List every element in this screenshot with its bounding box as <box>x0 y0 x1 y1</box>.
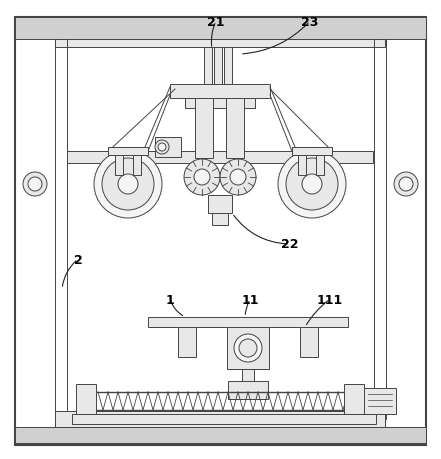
Bar <box>204 48 212 88</box>
Bar <box>148 317 348 327</box>
Bar <box>155 138 181 157</box>
Bar <box>242 369 254 389</box>
Circle shape <box>399 178 413 191</box>
Bar <box>178 327 196 357</box>
Circle shape <box>102 159 154 211</box>
Bar <box>344 384 364 418</box>
Circle shape <box>94 151 162 218</box>
Circle shape <box>220 160 256 196</box>
Circle shape <box>158 144 166 151</box>
Bar <box>55 40 67 419</box>
Bar <box>227 327 269 369</box>
Text: 11: 11 <box>241 293 259 306</box>
Circle shape <box>302 174 322 195</box>
Bar <box>76 384 96 418</box>
Bar <box>15 427 426 443</box>
Bar <box>115 156 123 176</box>
Bar <box>300 327 318 357</box>
Bar <box>292 148 332 156</box>
Bar <box>170 85 270 99</box>
Circle shape <box>278 151 346 218</box>
Bar <box>208 196 232 213</box>
Bar <box>214 48 222 88</box>
Bar <box>133 156 141 176</box>
Bar <box>108 148 148 156</box>
Bar <box>224 48 232 88</box>
Bar <box>364 388 396 414</box>
Text: 2: 2 <box>74 253 82 266</box>
Circle shape <box>184 160 220 196</box>
Bar <box>55 411 385 427</box>
Text: 21: 21 <box>207 16 225 28</box>
Circle shape <box>155 141 169 155</box>
Bar <box>72 414 376 424</box>
Bar <box>67 151 373 164</box>
Bar <box>55 40 385 48</box>
Bar <box>228 381 268 399</box>
Bar <box>212 213 228 225</box>
Circle shape <box>28 178 42 191</box>
Text: 23: 23 <box>301 16 319 28</box>
Circle shape <box>286 159 338 211</box>
Circle shape <box>194 170 210 185</box>
Circle shape <box>234 334 262 362</box>
Circle shape <box>394 173 418 196</box>
Bar <box>185 99 255 109</box>
Circle shape <box>239 339 257 357</box>
Circle shape <box>118 174 138 195</box>
Text: 1: 1 <box>166 293 174 306</box>
Bar <box>298 156 306 176</box>
Text: 111: 111 <box>317 293 343 306</box>
Text: 22: 22 <box>281 238 299 251</box>
Bar <box>195 99 213 159</box>
Circle shape <box>230 170 246 185</box>
Bar <box>15 18 426 40</box>
Circle shape <box>23 173 47 196</box>
Bar <box>316 156 324 176</box>
Bar <box>226 99 244 159</box>
Bar <box>374 40 386 419</box>
